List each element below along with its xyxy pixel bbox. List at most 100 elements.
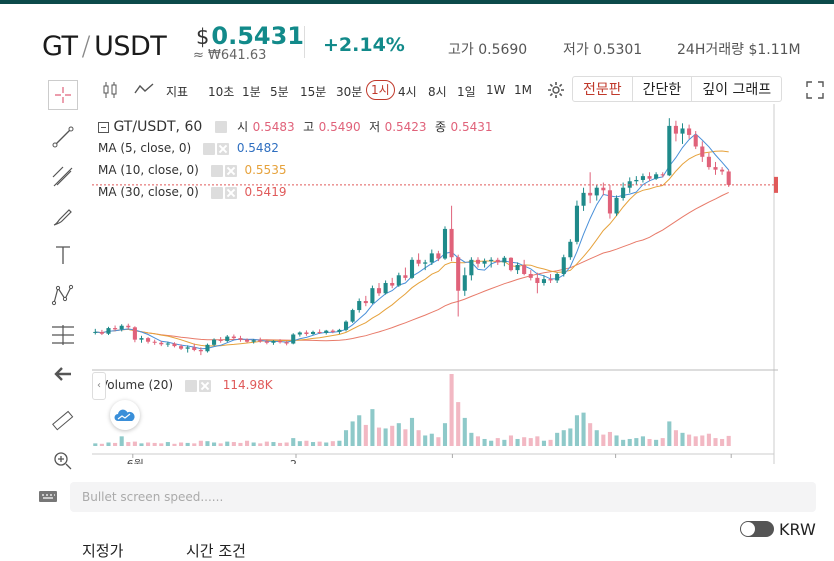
- interval-30m[interactable]: 30분: [336, 85, 363, 99]
- divider: [304, 26, 305, 58]
- view-professional[interactable]: 전문판: [573, 77, 633, 101]
- low-value: 0.5301: [593, 42, 643, 58]
- volume-bar: [205, 441, 210, 446]
- volume-bar: [238, 442, 243, 446]
- interval-5m[interactable]: 5분: [270, 85, 289, 99]
- volume-bar: [436, 437, 441, 446]
- line-chart-icon[interactable]: [134, 82, 154, 99]
- brush-icon[interactable]: [48, 202, 78, 232]
- cloud-chart-icon[interactable]: [110, 400, 140, 430]
- measure-tool-icon[interactable]: [48, 320, 78, 350]
- volume-bar: [693, 436, 698, 446]
- volume-bar: [522, 437, 527, 446]
- candle-body: [304, 332, 309, 335]
- interval-15m[interactable]: 15분: [300, 85, 327, 99]
- volume-bar: [700, 435, 705, 446]
- ma5-settings-icon[interactable]: [203, 142, 216, 155]
- ma10-remove-icon[interactable]: [224, 164, 237, 177]
- high-value-legend: 0.5490: [318, 120, 361, 134]
- candle-body: [601, 187, 606, 191]
- crosshair-icon[interactable]: [48, 80, 78, 110]
- legend-settings-icon[interactable]: [214, 121, 227, 133]
- open-value: 0.5483: [252, 120, 295, 134]
- top-accent-bar: [0, 0, 834, 4]
- price-change: +2.14%: [323, 34, 405, 56]
- volume-bar: [614, 435, 619, 446]
- krw-toggle[interactable]: [740, 521, 774, 537]
- candle-body: [297, 332, 302, 335]
- collapse-arrow-icon[interactable]: [48, 359, 78, 389]
- ma10-settings-icon[interactable]: [210, 164, 223, 177]
- volume-bar: [192, 443, 197, 446]
- volume-remove-icon[interactable]: [198, 379, 211, 392]
- candle-body: [310, 331, 316, 335]
- interval-4h[interactable]: 4시: [398, 85, 417, 99]
- parallel-channel-icon[interactable]: [48, 162, 78, 192]
- candle-body: [271, 340, 276, 343]
- time-tick-label: 6월: [127, 458, 144, 464]
- interval-8h[interactable]: 8시: [428, 85, 447, 99]
- bullet-screen-input[interactable]: Bullet screen speed......: [70, 482, 816, 512]
- indicator-button[interactable]: 지표: [166, 85, 189, 99]
- candle-body: [515, 264, 520, 271]
- volume-bar: [277, 442, 283, 446]
- text-tool-icon[interactable]: [48, 240, 78, 270]
- ma5-remove-icon[interactable]: [217, 142, 230, 155]
- candle-body: [198, 349, 203, 352]
- low-value-legend: 0.5423: [384, 120, 427, 134]
- candle-body: [660, 174, 665, 176]
- candle-body: [713, 167, 718, 170]
- candle-body: [640, 176, 645, 180]
- fullscreen-icon[interactable]: [805, 80, 825, 104]
- volume-bar: [541, 440, 547, 446]
- interval-1mo[interactable]: 1M: [514, 83, 532, 97]
- volume-bar: [416, 430, 421, 446]
- volume-bar: [113, 442, 118, 446]
- view-depth[interactable]: 깊이 그래프: [702, 82, 772, 98]
- candle-body: [132, 327, 137, 340]
- interval-10s[interactable]: 10초: [208, 85, 235, 99]
- candle-body: [667, 125, 672, 176]
- volume-bar: [403, 429, 408, 446]
- candle-body: [673, 125, 678, 134]
- interval-1h[interactable]: 1시: [366, 80, 395, 100]
- interval-1m[interactable]: 1분: [242, 85, 261, 99]
- interval-1d[interactable]: 1일: [457, 85, 476, 99]
- candle-type-icon[interactable]: [102, 80, 118, 103]
- ma10-value: 0.5535: [244, 163, 287, 177]
- volume-bar: [462, 417, 467, 446]
- volume-bar: [640, 436, 645, 446]
- volume-bar: [475, 436, 481, 446]
- volume-bar: [456, 402, 461, 446]
- volume-bar: [317, 441, 322, 446]
- collapse-legend-icon[interactable]: [98, 121, 109, 133]
- close-value-legend: 0.5431: [450, 120, 493, 134]
- pattern-tool-icon[interactable]: [48, 280, 78, 310]
- view-simple[interactable]: 간단한: [633, 77, 693, 101]
- interval-1w[interactable]: 1W: [486, 83, 506, 97]
- volume-bar: [594, 430, 599, 446]
- volume-bar: [139, 443, 144, 446]
- volume-bar: [548, 439, 553, 446]
- trend-line-icon[interactable]: [48, 122, 78, 152]
- ruler-icon[interactable]: [48, 406, 78, 436]
- candle-body: [574, 205, 579, 242]
- volume-bar: [198, 440, 203, 446]
- price-chart[interactable]: 0.56000.54000.52000.50000.4800800K400K00…: [92, 104, 826, 471]
- pair-title: GT / USDT: [42, 31, 167, 62]
- keyboard-icon[interactable]: [38, 489, 58, 509]
- candlestick-svg: 0.56000.54000.52000.50000.4800800K400K00…: [92, 104, 826, 471]
- pane-toggle-icon[interactable]: ‹: [92, 372, 106, 400]
- ma30-settings-icon[interactable]: [210, 186, 223, 199]
- zoom-in-icon[interactable]: [48, 446, 78, 476]
- candle-body: [251, 340, 256, 342]
- volume-bar: [212, 442, 217, 446]
- volume-bar: [304, 440, 309, 446]
- volume-bar: [106, 442, 111, 446]
- volume-bar: [423, 435, 428, 446]
- settings-gear-icon[interactable]: [546, 80, 566, 103]
- volume-bar: [185, 442, 190, 446]
- volume-bar: [442, 423, 448, 446]
- volume-settings-icon[interactable]: [184, 379, 197, 392]
- ma30-remove-icon[interactable]: [224, 186, 237, 199]
